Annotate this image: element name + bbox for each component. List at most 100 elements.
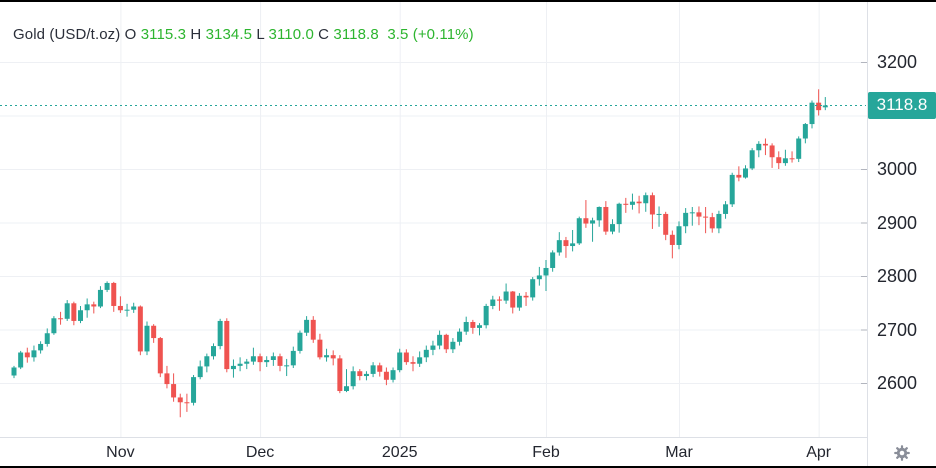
candle [643,195,649,204]
candle [703,216,709,218]
candle [157,338,163,374]
candle [64,303,70,319]
candle [723,204,729,214]
candle [596,206,602,221]
high-value: 3134.5 [205,26,253,43]
candle [503,291,509,301]
gear-icon [894,445,910,461]
candle [623,203,629,205]
last-price-badge: 3118.8 [868,91,936,119]
candle [516,295,522,308]
candle [370,365,376,374]
candle [224,320,230,370]
candle [377,365,383,372]
candle [324,355,330,358]
candle [290,350,296,366]
candle [18,352,24,368]
candle [137,306,143,352]
candle [237,363,243,366]
time-axis-label: Mar [665,444,693,461]
candle [197,366,203,378]
candle [636,201,642,204]
candle [736,174,742,178]
time-axis-label: Apr [806,444,832,461]
candle [776,157,782,164]
candle [762,143,768,146]
gear-tooth [906,451,910,455]
candle [510,291,516,308]
gear-tooth [896,455,900,459]
candle [816,102,822,111]
close-label: C [318,26,330,43]
candle [397,352,403,371]
candle [809,102,815,125]
candle [802,124,808,139]
candle [58,318,64,320]
candle [629,201,635,205]
close-value: 3118.8 [333,26,379,43]
candle [71,303,77,321]
price-tick-label: 3000 [877,159,918,179]
candle [310,319,316,340]
high-label: H [190,26,202,43]
candle [250,356,256,362]
candle [796,138,802,159]
gear-tooth [900,445,904,449]
price-tick-label: 2800 [877,266,918,286]
candle [543,267,549,276]
candle [430,345,436,350]
candle [337,358,343,392]
candle [257,356,263,363]
candle [91,304,97,307]
candle [570,243,576,247]
candle [244,361,250,364]
candle [151,325,157,339]
candle [177,397,183,403]
candle [470,322,476,328]
gear-tooth [900,457,904,461]
candle [84,304,90,311]
candle [204,356,210,367]
candle [304,319,310,333]
candle [457,331,463,342]
candle [284,365,290,367]
candle [729,174,735,205]
candle [164,373,170,385]
gear-tooth [904,455,908,459]
candle [749,150,755,169]
candle [350,371,356,387]
change-value: 3.5 (+0.11%) [387,26,474,43]
candle [689,212,695,214]
candle [44,333,50,344]
candle [556,240,562,253]
candle [38,343,44,351]
candle [230,365,236,370]
candle [563,240,569,247]
settings-gear-icon[interactable] [891,442,913,464]
open-label: O [124,26,137,43]
candle [403,352,409,363]
candle [383,371,389,380]
candle [716,213,722,229]
candle [144,325,150,352]
low-value: 3110.0 [268,26,314,43]
candle [124,309,130,311]
candle [477,325,482,328]
low-label: L [256,26,265,43]
candle [576,218,582,244]
candle [131,306,137,310]
ohlc-legend: Gold (USD/t.oz) O 3115.3 H 3134.5 L 3110… [13,26,474,43]
candle [363,373,369,377]
symbol-title: Gold (USD/t.oz) [13,26,121,43]
candle [344,386,349,392]
candle [610,224,615,232]
candle [104,282,110,290]
candle [649,195,655,215]
candle [683,212,689,227]
candle [297,332,303,351]
time-axis-label: 2025 [381,444,418,461]
candle [663,213,669,235]
candle [270,356,276,360]
candle [171,384,177,398]
